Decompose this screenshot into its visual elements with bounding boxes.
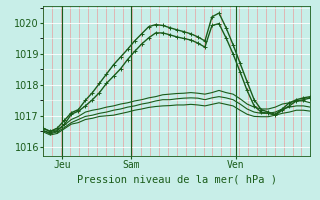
X-axis label: Pression niveau de la mer( hPa ): Pression niveau de la mer( hPa ) [77, 174, 277, 184]
